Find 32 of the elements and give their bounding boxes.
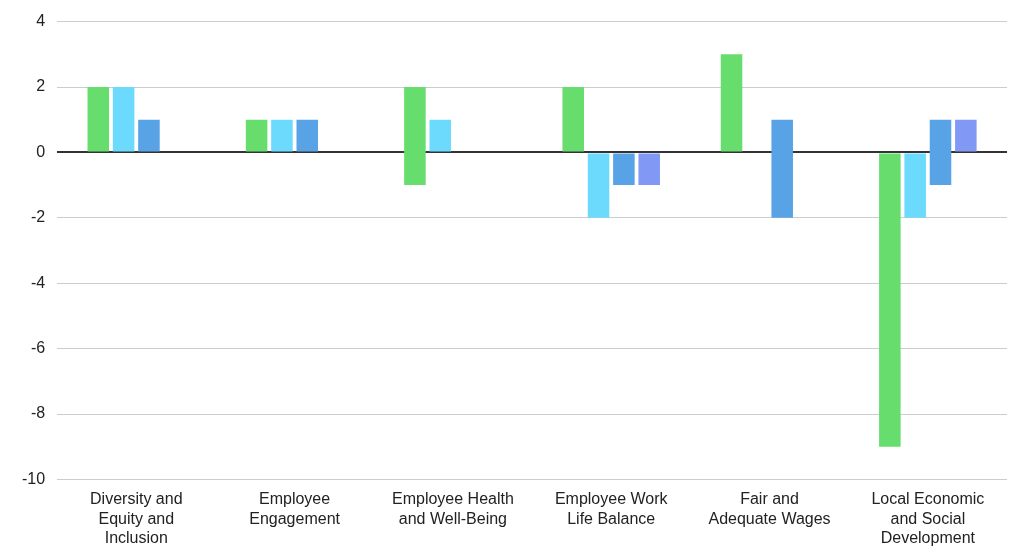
bar xyxy=(429,119,452,152)
y-tick-label: -10 xyxy=(22,469,46,487)
bar xyxy=(638,153,660,186)
y-tick-label: 2 xyxy=(36,77,46,95)
bar xyxy=(771,119,793,218)
x-tick-label: Local Economic and Social Development xyxy=(871,490,985,546)
bar xyxy=(271,119,293,152)
bar xyxy=(138,119,160,152)
y-tick-label: -6 xyxy=(30,339,46,357)
x-tick-label: Diversity and Equity and Inclusion xyxy=(90,490,183,546)
y-tick-label: -4 xyxy=(30,273,46,291)
bar xyxy=(404,87,426,186)
bar xyxy=(245,119,268,152)
x-tick-label: Employee Health and Well-Being xyxy=(391,490,514,527)
x-tick-label: Employee Work Life Balance xyxy=(554,490,669,527)
y-tick-label: 4 xyxy=(36,12,46,30)
bar xyxy=(87,87,110,152)
bar xyxy=(562,87,584,152)
bar xyxy=(296,119,319,152)
bar xyxy=(587,153,610,218)
y-tick-label: -8 xyxy=(30,404,46,422)
x-tick-label: Employee Engagement xyxy=(249,490,341,527)
bar xyxy=(112,87,135,152)
bar xyxy=(720,54,743,152)
bar xyxy=(879,153,901,447)
y-tick-label: 0 xyxy=(36,142,46,160)
bar xyxy=(929,119,952,186)
y-tick-label: -2 xyxy=(30,208,46,226)
bar xyxy=(904,153,926,218)
bar xyxy=(955,119,977,152)
bar xyxy=(613,153,635,186)
x-tick-label: Fair and Adequate Wages xyxy=(708,490,831,527)
